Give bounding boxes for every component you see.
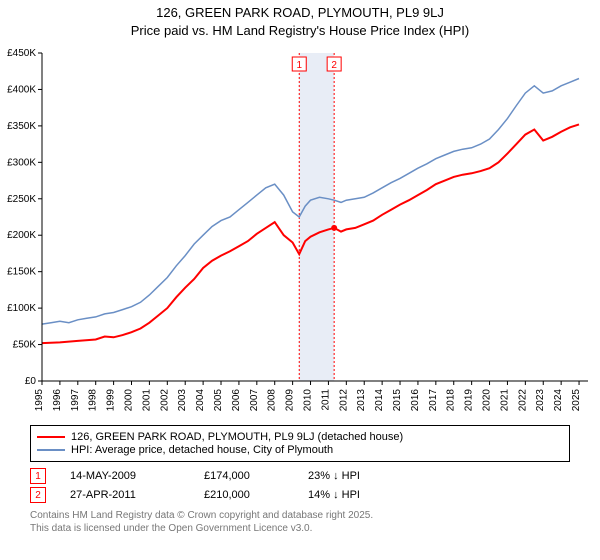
title-line1: 126, GREEN PARK ROAD, PLYMOUTH, PL9 9LJ [0,4,600,22]
event-price: £174,000 [204,470,284,482]
svg-text:2001: 2001 [141,389,152,412]
svg-text:£400K: £400K [7,85,36,96]
svg-text:2017: 2017 [428,389,439,412]
svg-text:2015: 2015 [392,389,403,412]
svg-text:2014: 2014 [374,389,385,412]
event-id: 1 [35,471,41,482]
svg-text:1999: 1999 [106,389,117,412]
svg-text:2002: 2002 [159,389,170,412]
chart-title: 126, GREEN PARK ROAD, PLYMOUTH, PL9 9LJ … [0,0,600,39]
svg-text:2022: 2022 [517,389,528,412]
svg-text:2020: 2020 [482,389,493,412]
svg-text:2023: 2023 [535,389,546,412]
svg-text:2003: 2003 [177,389,188,412]
svg-text:2016: 2016 [410,389,421,412]
svg-text:£50K: £50K [13,340,37,351]
legend: 126, GREEN PARK ROAD, PLYMOUTH, PL9 9LJ … [30,425,570,462]
event-row: 1 14-MAY-2009 £174,000 23% ↓ HPI [30,468,570,484]
legend-swatch [37,436,65,438]
svg-text:2010: 2010 [303,389,314,412]
svg-text:£100K: £100K [7,303,36,314]
event-marker: 2 [30,487,46,503]
svg-text:2019: 2019 [464,389,475,412]
svg-text:2007: 2007 [249,389,260,412]
chart-area: 1 2 £0 £50K £100K £150K £200K £250K £300K £350K £4… [0,39,600,419]
svg-text:2009: 2009 [285,389,296,412]
footer-attribution: Contains HM Land Registry data © Crown c… [30,509,570,535]
svg-text:2024: 2024 [553,389,564,412]
svg-text:2004: 2004 [195,389,206,412]
legend-row: HPI: Average price, detached house, City… [37,444,563,456]
title-line2: Price paid vs. HM Land Registry's House … [0,22,600,40]
svg-text:1: 1 [296,60,302,71]
svg-text:£350K: £350K [7,121,36,132]
svg-text:2013: 2013 [356,389,367,412]
line-chart-svg: 1 2 £0 £50K £100K £150K £200K £250K £300K £350K £4… [0,39,600,419]
svg-text:2021: 2021 [499,389,510,412]
events-table: 1 14-MAY-2009 £174,000 23% ↓ HPI 2 27-AP… [30,468,570,503]
svg-text:2: 2 [331,60,337,71]
event-id: 2 [35,490,41,501]
legend-label: HPI: Average price, detached house, City… [71,444,333,456]
event-price: £210,000 [204,489,284,501]
svg-text:2018: 2018 [446,389,457,412]
legend-row: 126, GREEN PARK ROAD, PLYMOUTH, PL9 9LJ … [37,431,563,443]
svg-text:£0: £0 [25,376,37,387]
svg-text:1996: 1996 [52,389,63,412]
svg-text:£200K: £200K [7,230,36,241]
event-date: 27-APR-2011 [70,489,180,501]
svg-text:2008: 2008 [267,389,278,412]
event-row: 2 27-APR-2011 £210,000 14% ↓ HPI [30,487,570,503]
event-delta: 23% ↓ HPI [308,470,360,482]
svg-text:2006: 2006 [231,389,242,412]
svg-text:2011: 2011 [320,389,331,411]
svg-text:£300K: £300K [7,157,36,168]
svg-text:1998: 1998 [88,389,99,412]
footer-line2: This data is licensed under the Open Gov… [30,522,570,535]
event-delta: 14% ↓ HPI [308,489,360,501]
svg-text:2012: 2012 [338,389,349,412]
legend-swatch [37,449,65,451]
footer-line1: Contains HM Land Registry data © Crown c… [30,509,570,522]
svg-text:2000: 2000 [124,389,135,412]
legend-label: 126, GREEN PARK ROAD, PLYMOUTH, PL9 9LJ … [71,431,403,443]
svg-text:1995: 1995 [34,389,45,412]
svg-text:£450K: £450K [7,48,36,59]
event-date: 14-MAY-2009 [70,470,180,482]
event-marker: 1 [30,468,46,484]
svg-text:£150K: £150K [7,267,36,278]
svg-text:1997: 1997 [70,389,81,412]
svg-text:2005: 2005 [213,389,224,412]
svg-text:2025: 2025 [571,389,582,412]
svg-text:£250K: £250K [7,194,36,205]
